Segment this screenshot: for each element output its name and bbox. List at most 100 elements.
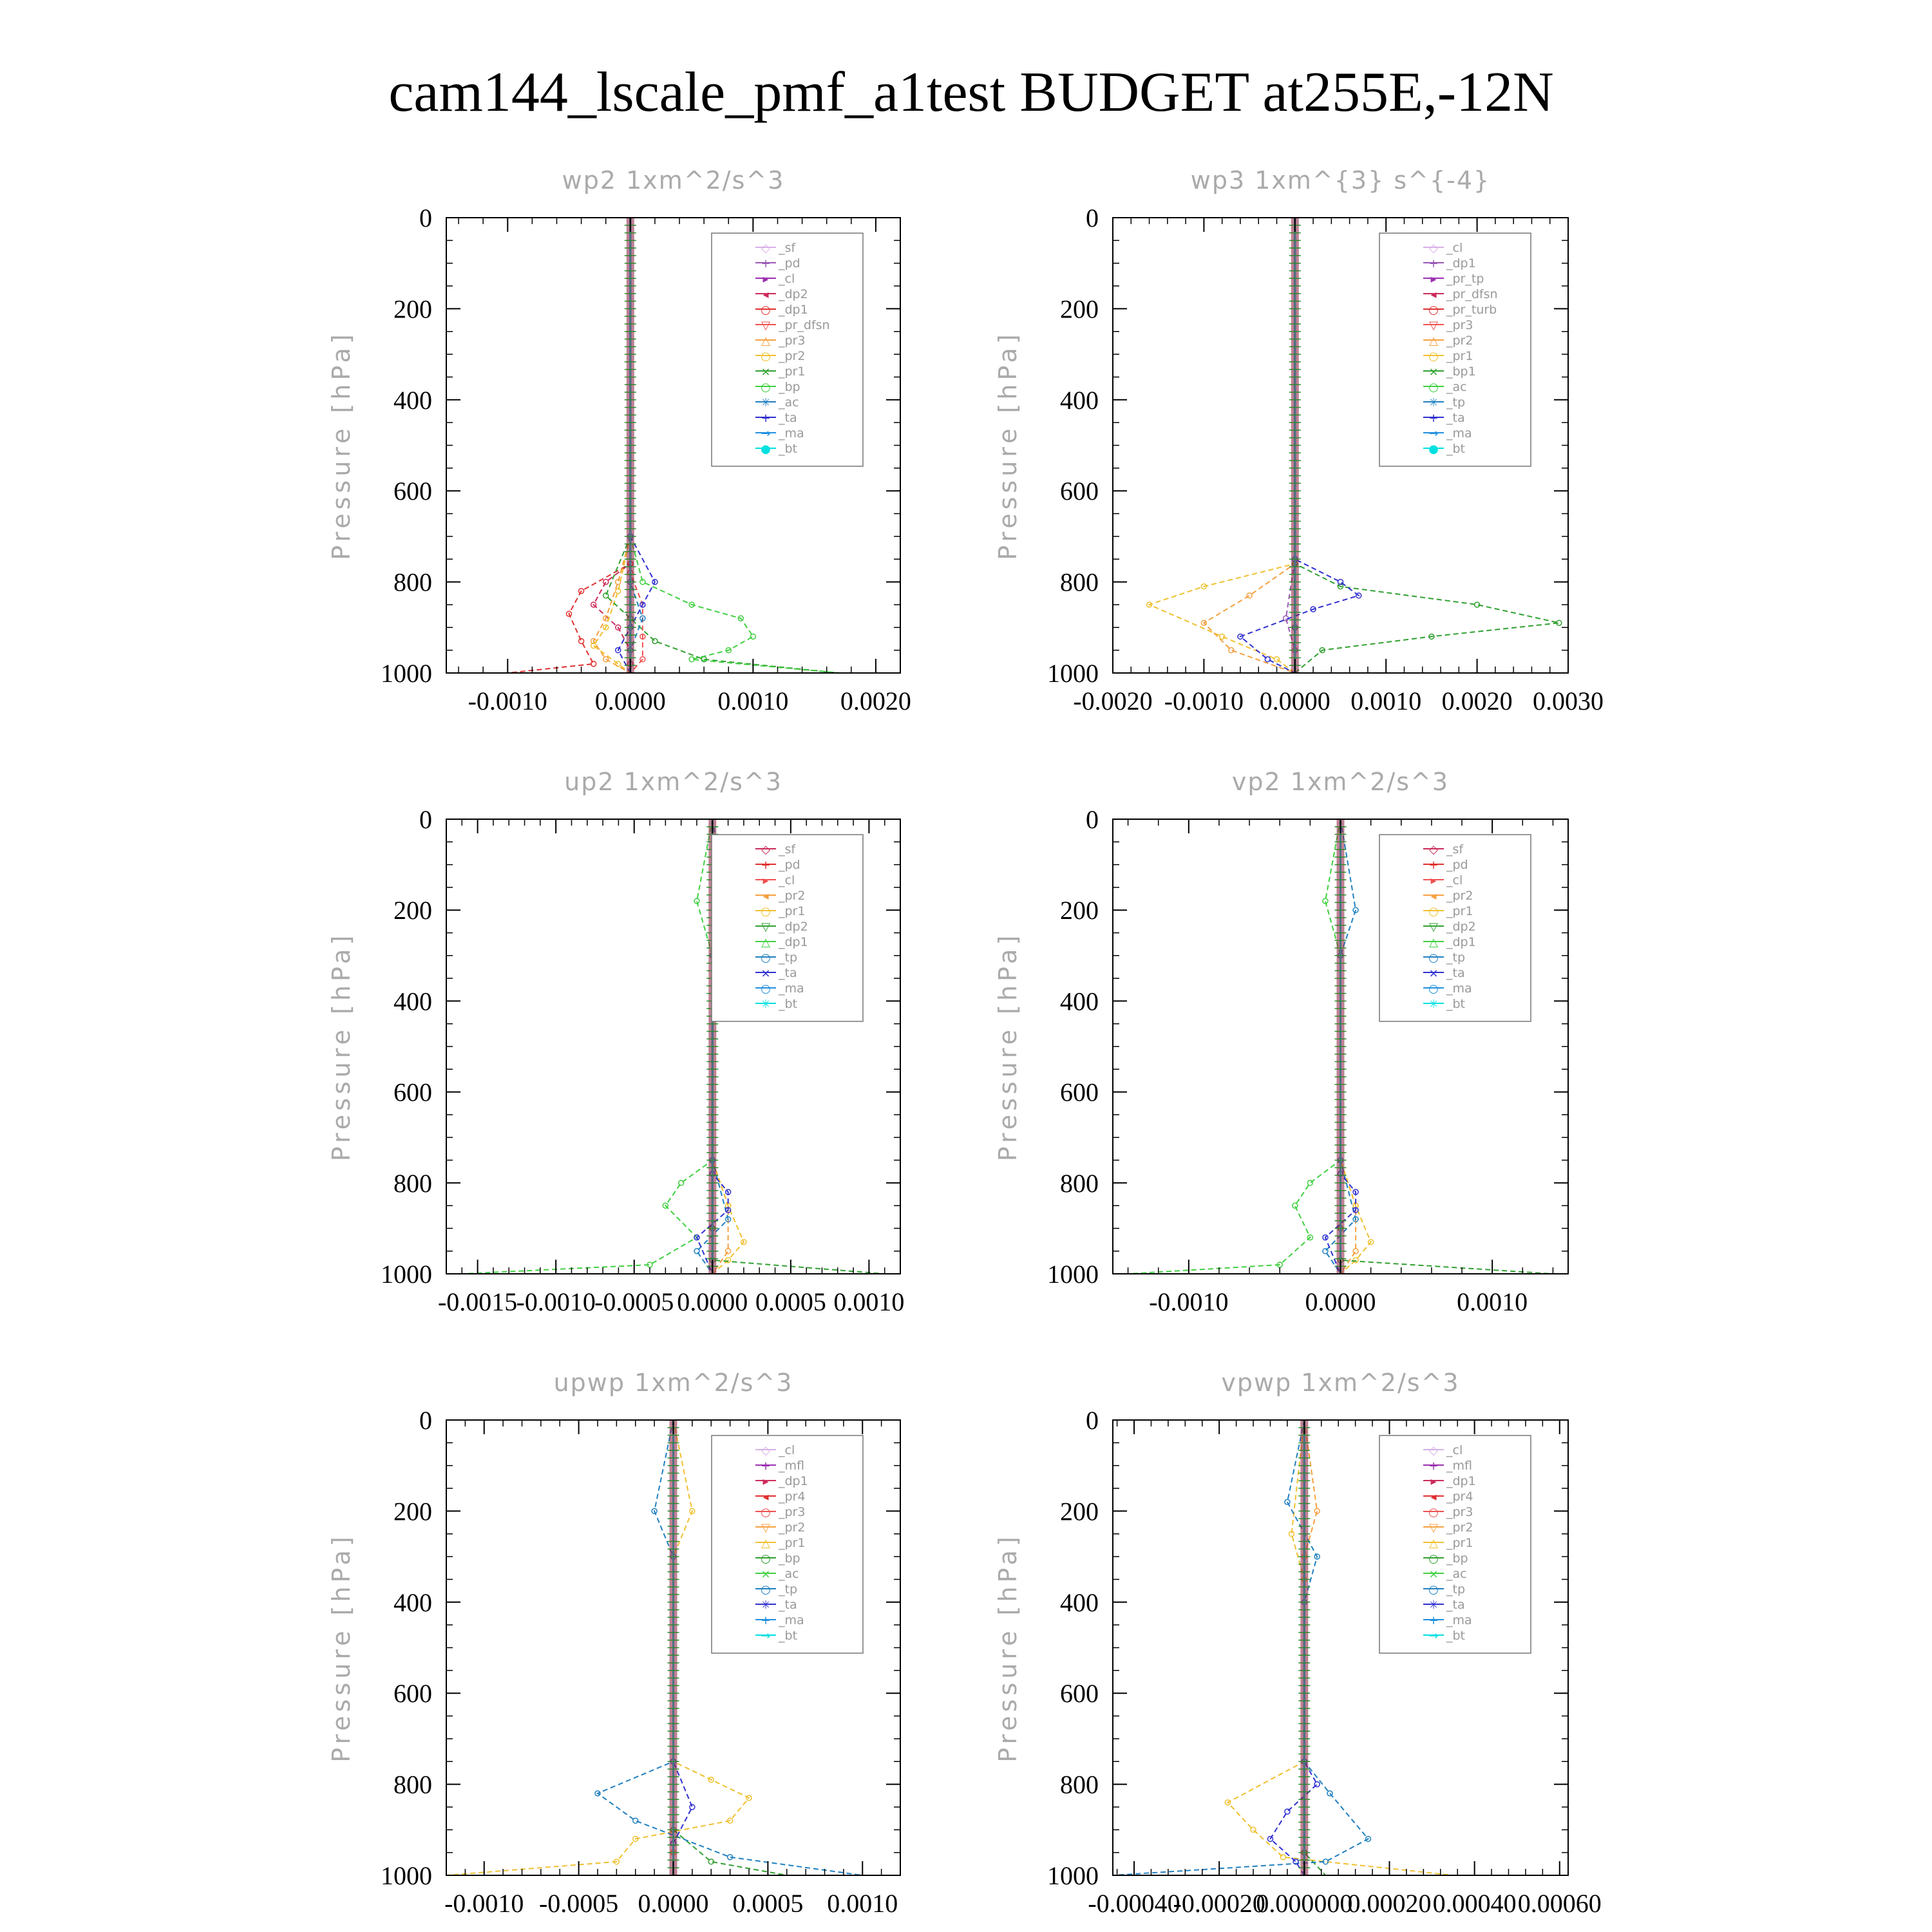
legend: ◇ _sf + _pd ▸ _cl ◂ _pr2 ○ _pr1 ▽ _dp2 △ _dp1 ○ _tp × _ta… [711, 834, 864, 1022]
series-point [1307, 1180, 1314, 1186]
series-point [726, 1853, 734, 1861]
series-point [602, 656, 609, 663]
legend-entry: _dp1 [778, 303, 808, 317]
x-tick-label: 0.00040 [1433, 1889, 1517, 1918]
series-point [1273, 656, 1280, 663]
series-line-pr2 [1303, 1420, 1318, 1875]
legend-marker: ▸ [1430, 1475, 1436, 1488]
series-line-bp1 [1294, 218, 1560, 673]
legend-marker: ▽ [761, 920, 770, 934]
series-point [1310, 606, 1316, 612]
legend-entry: _bt [1446, 1629, 1465, 1643]
series-point [737, 615, 744, 621]
y-tick-label: 0 [419, 204, 432, 232]
legend-marker: ○ [1428, 982, 1439, 996]
x-tick-label: 0.0010 [827, 1889, 898, 1918]
series-point [724, 1189, 732, 1195]
x-tick-label: 0.0000 [595, 687, 666, 715]
series-point [590, 661, 597, 667]
legend-marker: △ [761, 1537, 770, 1550]
series-line-ta [617, 218, 656, 673]
legend-marker: ✳ [761, 1598, 770, 1612]
legend-marker: ○ [761, 350, 771, 363]
legend-marker: + [761, 257, 770, 270]
series-point [1327, 1790, 1333, 1797]
series-group [507, 218, 839, 673]
series-point [694, 898, 700, 904]
series-point [1352, 1247, 1359, 1255]
legend-entry: _dp2 [778, 920, 808, 934]
legend-entry: _bp [778, 1551, 800, 1566]
legend-box [1379, 1435, 1531, 1654]
legend-marker: ✳ [1428, 1598, 1438, 1612]
legend: ◇ _sf + _pd ▸ _cl ◂ _dp2 ○ _dp1 ▽ _pr_dfsn △ _pr3 ○ _pr… [711, 232, 864, 467]
legend-marker: ○ [761, 1552, 771, 1566]
y-axis-label: Pressure [hPa] [327, 330, 355, 560]
series-point [1356, 592, 1362, 599]
series-point [615, 578, 621, 585]
legend-entry: _mfl [1446, 1459, 1472, 1473]
legend-marker: ◂ [762, 889, 768, 903]
panel-1: wp3 1xm^{3} s^{-4} Pressure [hPa] 0 200 400 6… [994, 166, 1604, 715]
x-tick-label: 0.000000 [1256, 1889, 1352, 1918]
series-point [639, 578, 646, 585]
series-point [1276, 1262, 1283, 1268]
x-tick-label: 0.0000 [1305, 1287, 1376, 1316]
y-tick-label: 400 [393, 386, 432, 415]
series-point [1337, 583, 1344, 590]
legend-entry: _bt [1446, 997, 1465, 1011]
legend-entry: _cl [1446, 1443, 1463, 1457]
series-point [1237, 633, 1244, 640]
x-tick-label: -0.0005 [594, 1287, 674, 1316]
legend-entry: _ta [778, 1598, 797, 1612]
series-point [1228, 647, 1235, 654]
legend-entry: _pr2 [778, 1520, 805, 1535]
x-tick-label: 0.0010 [1350, 687, 1421, 715]
panel-2: up2 1xm^2/s^3 Pressure [hPa] 0 200 400 600 800… [327, 768, 904, 1316]
series-point [725, 647, 732, 654]
legend-marker: ○ [761, 1506, 771, 1519]
legend-entry: _pr2 [1446, 1520, 1473, 1535]
legend-marker: ○ [761, 982, 771, 996]
legend-entry: _ta [778, 411, 797, 425]
series-point [1322, 898, 1329, 904]
series-line-pr1 [1340, 819, 1372, 1274]
series-point [1246, 592, 1253, 599]
series-point [750, 633, 757, 640]
series-point [724, 1247, 732, 1255]
series-point [1337, 578, 1344, 585]
series-point [652, 578, 658, 585]
x-tick-label: 0.00060 [1518, 1889, 1602, 1918]
legend-entry: _pr2 [778, 889, 805, 903]
panel-0: wp2 1xm^2/s^3 Pressure [hPa] 0 200 400 600 800… [327, 166, 911, 715]
legend-entry: _ta [1446, 966, 1465, 980]
series-point [1288, 1531, 1295, 1537]
legend-entry: _ma [1446, 426, 1472, 440]
legend-marker: → [761, 1629, 770, 1643]
legend-entry: _pr2 [1446, 889, 1473, 903]
y-tick-label: 800 [393, 1770, 432, 1799]
series-point [1280, 1853, 1287, 1861]
legend-entry: _ac [778, 395, 799, 410]
y-tick-label: 0 [419, 805, 432, 834]
legend-entry: _tp [1446, 395, 1465, 410]
legend-marker: × [1428, 967, 1438, 980]
legend-marker: ○ [1428, 350, 1439, 363]
series-point [1284, 1499, 1291, 1506]
x-tick-label: -0.0010 [1164, 687, 1244, 715]
series-point [1352, 1207, 1359, 1213]
series-line-dp1 [462, 819, 714, 1274]
legend-entry: _sf [778, 842, 796, 857]
series-point [1284, 1808, 1291, 1815]
y-tick-label: 200 [1060, 896, 1099, 925]
legend-marker: ◇ [761, 843, 770, 857]
x-tick-label: 0.0010 [717, 687, 788, 715]
legend-entry: _pr_dfsn [778, 318, 830, 332]
y-tick-label: 600 [1060, 1679, 1099, 1708]
legend-marker: × [1428, 1567, 1438, 1581]
series-point [639, 615, 646, 621]
legend-entry: _ta [1446, 411, 1465, 425]
legend-entry: _mfl [778, 1459, 804, 1473]
series-point [1352, 907, 1359, 913]
series-line-tp [1113, 1420, 1369, 1875]
